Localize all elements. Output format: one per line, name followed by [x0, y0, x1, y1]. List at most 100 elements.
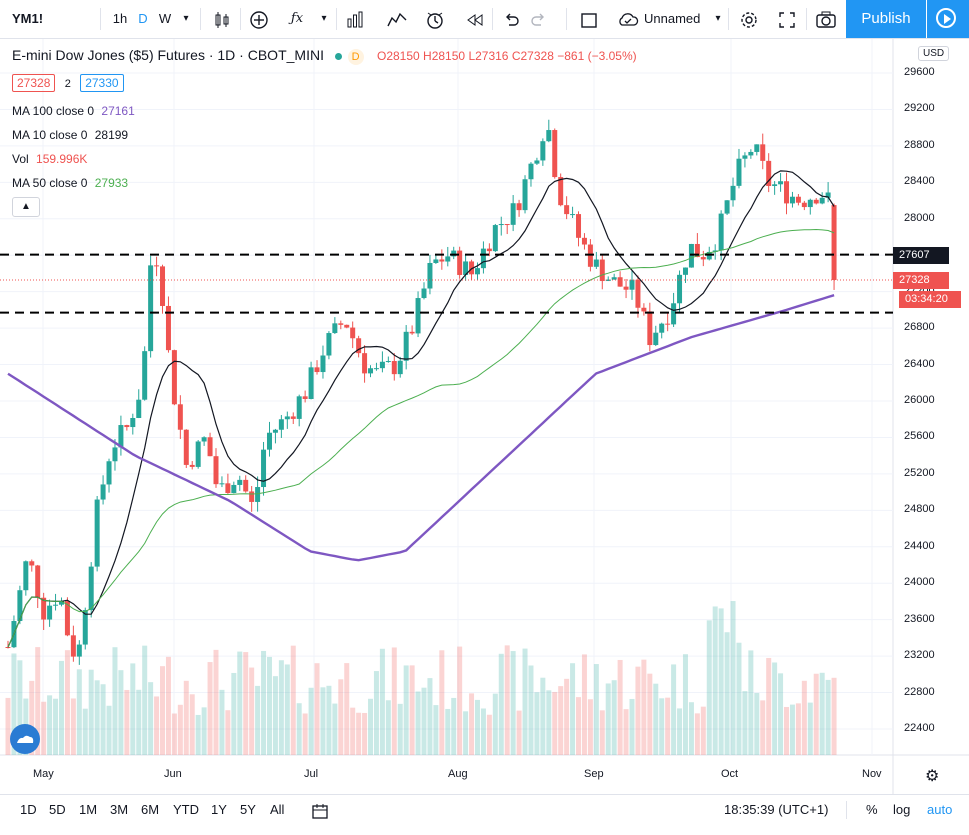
layout-name[interactable]: Unnamed: [644, 11, 701, 26]
clock[interactable]: 18:35:39 (UTC+1): [724, 802, 829, 817]
volume-bar: [665, 697, 671, 755]
volume-bar: [801, 680, 807, 755]
price-chart[interactable]: [0, 39, 969, 794]
collapse-legend-button[interactable]: ▲: [12, 197, 40, 217]
candle-body: [439, 259, 445, 262]
bottom-toolbar: 1D 5D 1M 3M 6M YTD 1Y 5Y All 18:35:39 (UTC+1) % …: [0, 794, 969, 835]
candle-body: [231, 484, 237, 494]
volume-bar: [474, 699, 480, 755]
line-level-label: 27607: [893, 247, 949, 264]
candle-body: [480, 248, 486, 269]
price-tick-label: 22800: [904, 685, 935, 698]
candle-body: [522, 179, 528, 211]
expand-icon[interactable]: [774, 0, 800, 38]
redo-icon[interactable]: [526, 0, 552, 38]
volume-bar: [480, 708, 486, 755]
candles-icon[interactable]: [210, 0, 234, 38]
indicator-ma100[interactable]: MA 100 close 0 27161: [12, 104, 135, 118]
range-5y[interactable]: 5Y: [240, 802, 256, 817]
auto-toggle[interactable]: auto: [927, 802, 953, 817]
alert-icon[interactable]: [422, 0, 448, 38]
cloud-icon[interactable]: [614, 0, 642, 38]
range-all[interactable]: All: [270, 802, 285, 817]
volume-bar: [617, 659, 623, 755]
candle-body: [498, 224, 504, 226]
candle-body: [463, 261, 469, 275]
candle-body: [183, 429, 189, 465]
candle-body: [296, 396, 302, 419]
gear-icon[interactable]: [736, 0, 762, 38]
price-tick-label: 28800: [904, 138, 935, 151]
ask-price[interactable]: 27330: [80, 74, 124, 92]
volume-bar: [789, 704, 795, 755]
currency-badge[interactable]: USD: [918, 46, 950, 61]
goto-date-icon[interactable]: [310, 795, 340, 825]
interval-w[interactable]: W: [158, 11, 172, 26]
range-1m[interactable]: 1M: [79, 802, 98, 817]
percent-toggle[interactable]: %: [866, 802, 878, 817]
interval-1h[interactable]: 1h: [112, 11, 128, 26]
candle-body: [154, 265, 160, 267]
undo-icon[interactable]: [498, 0, 524, 38]
volume-bar: [385, 700, 391, 755]
volume-bar: [712, 606, 718, 755]
tradingview-logo-icon[interactable]: [10, 724, 40, 754]
countdown-label: 03:34:20: [899, 291, 961, 308]
candle-body: [266, 432, 272, 450]
range-ytd[interactable]: YTD: [173, 802, 199, 817]
indicator-volume[interactable]: Vol 159.996K: [12, 152, 87, 166]
volume-bar: [171, 713, 177, 755]
volume-bar: [118, 670, 124, 755]
range-1d[interactable]: 1D: [20, 802, 37, 817]
ma100-line: [7, 294, 835, 562]
time-tick-label: Sep: [584, 768, 604, 780]
volume-bar: [94, 680, 100, 755]
chevron-down-icon[interactable]: ▾: [715, 13, 721, 24]
fx-icon[interactable]: ƒx: [290, 11, 304, 26]
volume-bar: [807, 702, 813, 755]
range-6m[interactable]: 6M: [141, 802, 160, 817]
publish-button[interactable]: Publish: [846, 0, 926, 38]
divider: [566, 8, 567, 30]
range-3m[interactable]: 3M: [110, 802, 129, 817]
candle-body: [47, 605, 53, 620]
volume-bar: [528, 665, 534, 755]
fullscreen-box-icon[interactable]: [576, 0, 602, 38]
candle-body: [362, 353, 368, 374]
indicator-ma50[interactable]: MA 50 close 0 27933: [12, 176, 128, 190]
volume-bar: [451, 697, 457, 755]
volume-bar: [183, 680, 189, 755]
play-icon[interactable]: [927, 0, 969, 38]
volume-bar: [754, 692, 760, 755]
time-tick-label: Nov: [862, 768, 882, 780]
bid-price[interactable]: 27328: [12, 74, 56, 92]
indicator-value: 159.996K: [36, 152, 88, 166]
indicator-ma10[interactable]: MA 10 close 0 28199: [12, 128, 128, 142]
replay-icon[interactable]: [462, 0, 488, 38]
volume-bar: [326, 685, 332, 755]
log-toggle[interactable]: log: [893, 802, 911, 817]
volume-bar: [314, 663, 320, 755]
candle-body: [82, 610, 88, 645]
candle-body: [35, 565, 41, 598]
chevron-down-icon[interactable]: ▾: [321, 13, 327, 24]
price-tick-label: 25200: [904, 466, 935, 479]
price-tick-label: 24800: [904, 503, 935, 516]
range-5d[interactable]: 5D: [49, 802, 66, 817]
camera-icon[interactable]: [812, 0, 840, 38]
volume-bar: [611, 680, 617, 755]
interval-d[interactable]: D: [138, 11, 148, 26]
templates-icon[interactable]: [384, 0, 410, 38]
add-indicator-icon[interactable]: [246, 0, 272, 38]
chevron-down-icon[interactable]: ▾: [183, 13, 189, 24]
price-tick-label: 29600: [904, 66, 935, 78]
volume-bar: [694, 713, 700, 755]
candle-body: [486, 248, 492, 252]
symbol-search[interactable]: YM1!: [12, 11, 44, 26]
compare-icon[interactable]: [342, 0, 368, 38]
candle-body: [136, 399, 142, 418]
gear-icon[interactable]: ⚙: [925, 768, 940, 785]
range-1y[interactable]: 1Y: [211, 802, 227, 817]
volume-bar: [819, 672, 825, 755]
candle-body: [350, 327, 356, 339]
